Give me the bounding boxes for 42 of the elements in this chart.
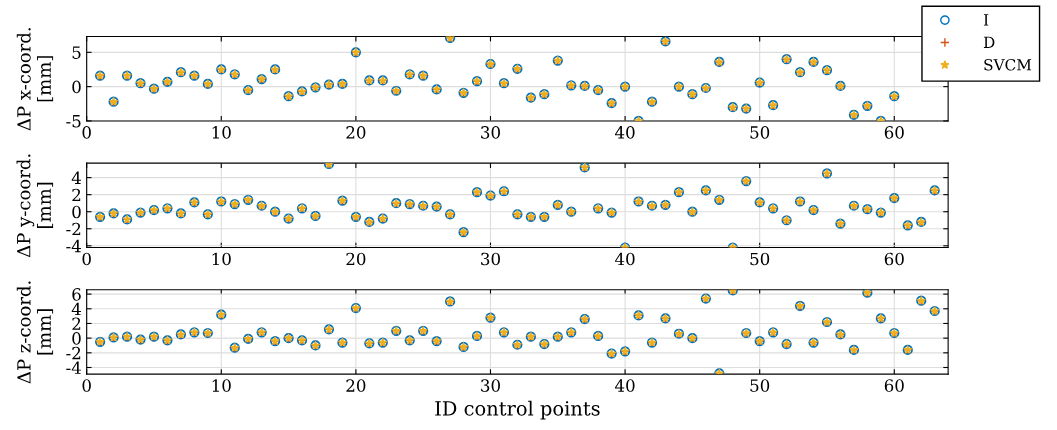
x-tick-label: 20 xyxy=(346,126,366,139)
y-tick-label: 0 xyxy=(72,80,81,94)
x-tick-label: 0 xyxy=(82,379,91,392)
x-tick-label: 50 xyxy=(750,379,770,392)
x-tick-label: 20 xyxy=(346,252,366,266)
y-axis-title: ΔP y-coord. [mm] xyxy=(16,154,54,258)
y-tick-label: -2 xyxy=(66,222,81,236)
x-tick-label: 30 xyxy=(481,126,500,139)
y-tick-label: 2 xyxy=(72,317,81,330)
legend-label: SVCM xyxy=(984,58,1032,71)
x-tick-label: 60 xyxy=(884,126,904,139)
x-tick-label: 10 xyxy=(212,252,231,266)
y-tick-label: -4 xyxy=(66,239,81,253)
x-tick-label: 30 xyxy=(481,252,500,266)
y-tick-label: 4 xyxy=(71,171,81,184)
y-tick-label: -4 xyxy=(66,361,81,374)
x-tick-label: 10 xyxy=(212,379,231,392)
x-tick-label: 0 xyxy=(82,252,91,266)
x-tick-label: 40 xyxy=(614,252,635,266)
x-tick-label: 30 xyxy=(481,379,500,392)
x-tick-label: 60 xyxy=(884,379,904,392)
y-tick-label: 0 xyxy=(72,332,81,345)
y-tick-label: 0 xyxy=(72,205,81,219)
y-axis-title: ΔP z-coord. [mm] xyxy=(16,281,54,384)
y-tick-label: 5 xyxy=(72,46,81,59)
x-tick-label: 50 xyxy=(750,126,770,139)
x-tick-label: 60 xyxy=(884,252,904,266)
y-tick-label: -5 xyxy=(66,115,81,128)
y-tick-label: 6 xyxy=(72,288,81,301)
y-tick-label: -2 xyxy=(66,346,81,360)
x-axis-title: ID control points xyxy=(435,400,600,420)
x-tick-label: 0 xyxy=(82,126,91,139)
x-tick-label: 40 xyxy=(614,126,635,139)
y-tick-label: 2 xyxy=(72,188,81,201)
y-tick-label: 4 xyxy=(71,302,81,316)
x-tick-label: 20 xyxy=(346,379,366,392)
x-tick-label: 50 xyxy=(750,252,770,266)
y-axis-title: ΔP x-coord. [mm] xyxy=(16,28,54,131)
x-tick-label: 10 xyxy=(212,126,231,139)
x-tick-label: 40 xyxy=(614,379,635,392)
legend-label: D xyxy=(983,36,995,48)
legend-label: I xyxy=(983,14,989,26)
